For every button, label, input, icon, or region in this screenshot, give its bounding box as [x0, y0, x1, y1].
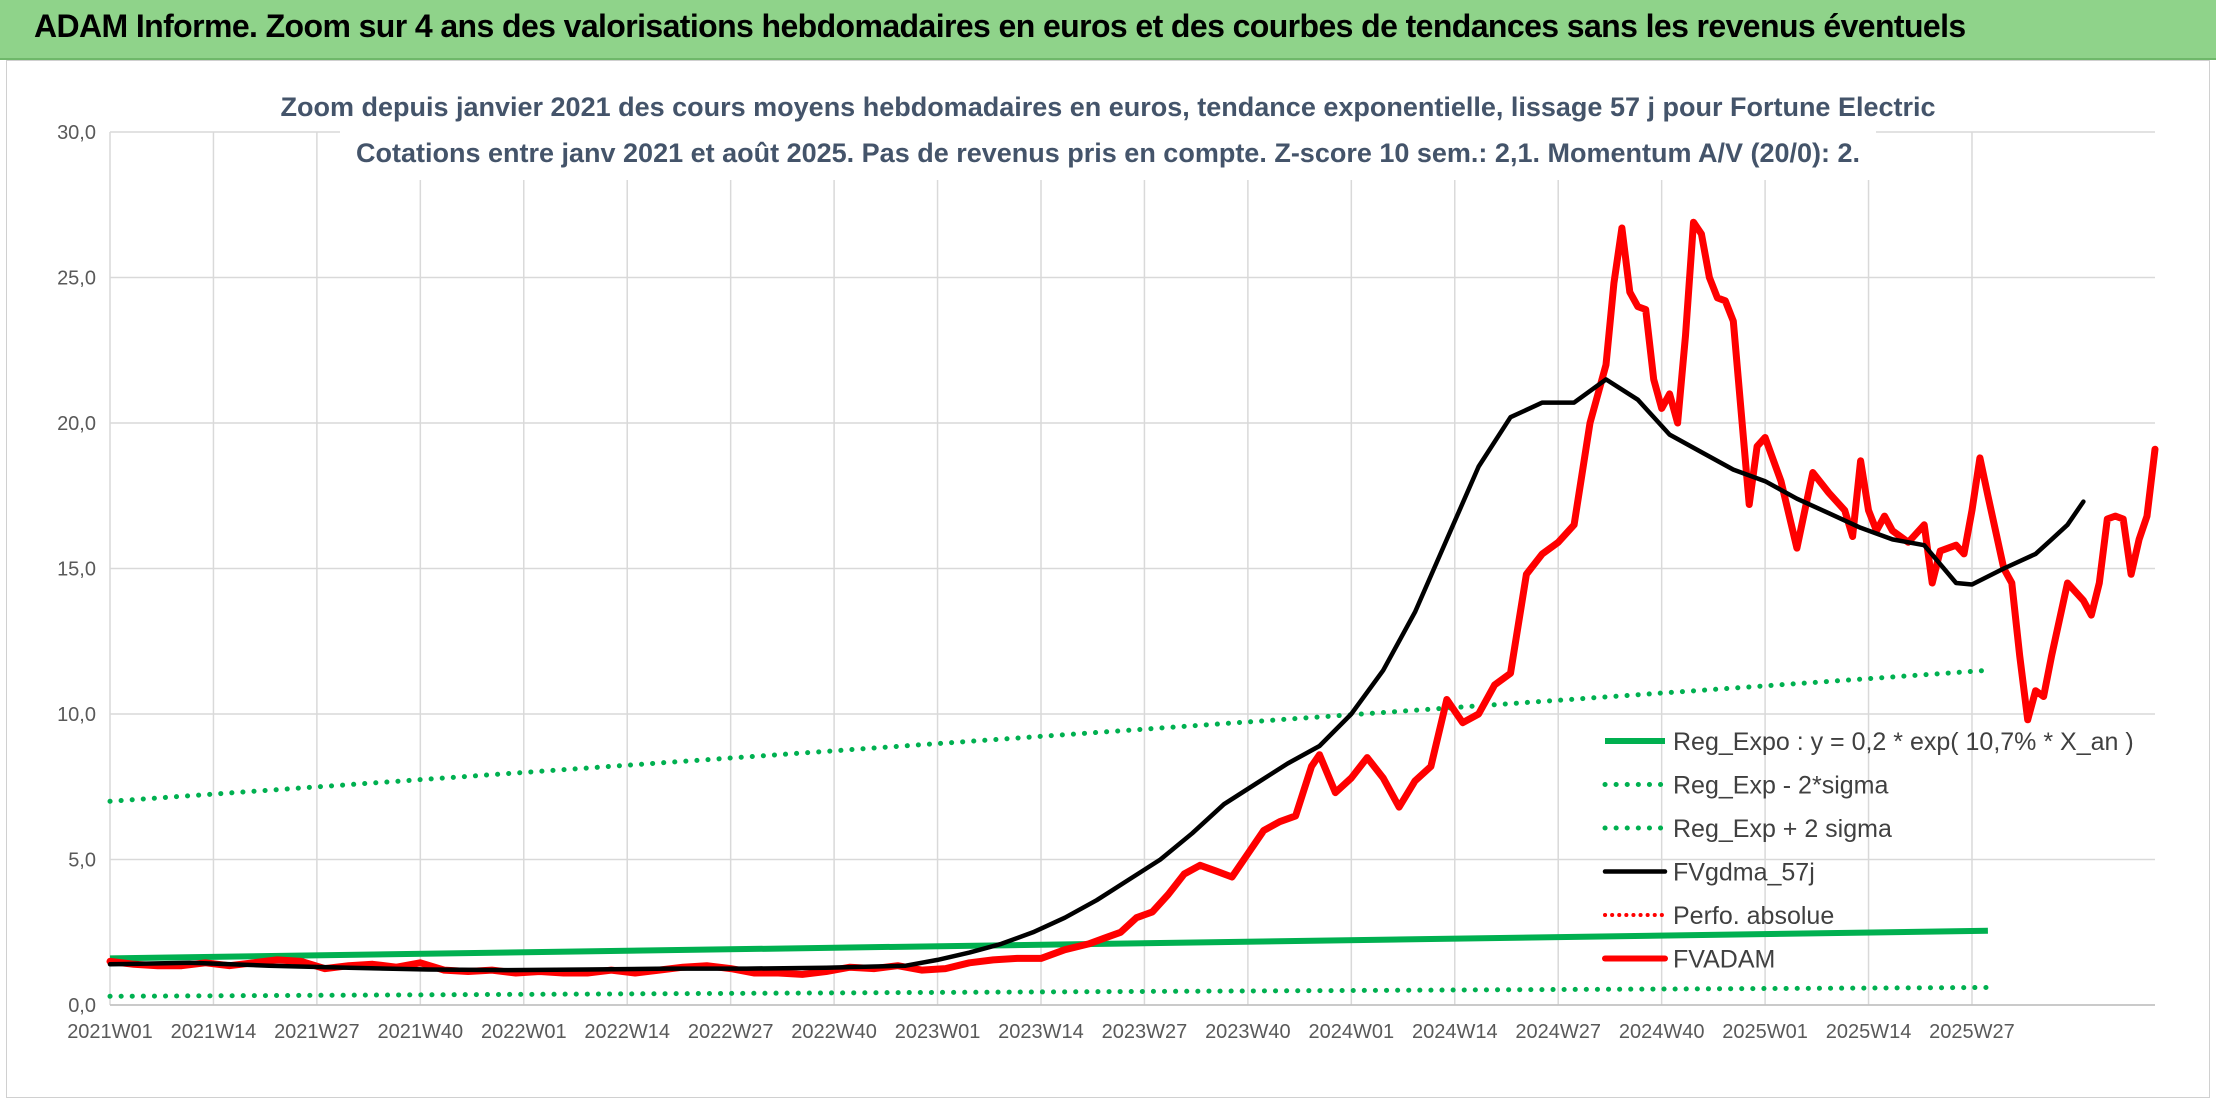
report-title: ADAM Informe. Zoom sur 4 ans des valoris…	[34, 8, 1966, 44]
y-tick-label: 25,0	[57, 268, 96, 290]
legend: Reg_Expo : y = 0,2 * exp( 10,7% * X_an )…	[1602, 728, 2134, 974]
legend-label: FVADAM	[1673, 946, 1775, 974]
legend-label: Reg_Exp + 2 sigma	[1673, 815, 1892, 843]
report-header: ADAM Informe. Zoom sur 4 ans des valoris…	[0, 0, 2216, 60]
chart-frame	[6, 60, 2210, 1098]
y-tick-label: 10,0	[57, 704, 96, 726]
x-tick-label: 2023W14	[998, 1021, 1084, 1043]
series-area	[106, 218, 2159, 999]
x-tick-label: 2022W14	[584, 1021, 670, 1043]
x-tick-label: 2022W27	[688, 1021, 774, 1043]
series-line-reg-exp-2-sigma	[107, 985, 1991, 999]
x-tick-label: 2021W27	[274, 1021, 360, 1043]
x-tick-label: 2024W01	[1309, 1021, 1395, 1043]
x-tick-label: 2021W14	[171, 1021, 257, 1043]
x-tick-label: 2024W14	[1412, 1021, 1498, 1043]
series-line-fvadam	[106, 218, 2159, 978]
y-tick-label: 0,0	[68, 995, 96, 1017]
x-tick-label: 2025W14	[1826, 1021, 1912, 1043]
x-tick-label: 2022W01	[481, 1021, 567, 1043]
y-axis: 0,0 5,0 10,0 15,0 20,0 25,0 30,0	[57, 122, 96, 1017]
x-tick-label: 2024W27	[1515, 1021, 1601, 1043]
y-tick-label: 5,0	[68, 850, 96, 872]
legend-label: Perfo. absolue	[1673, 902, 1834, 930]
x-tick-label: 2023W01	[895, 1021, 981, 1043]
series-line-reg-expo-y-0-2-exp-10-7-x-an	[109, 927, 1988, 962]
x-tick-label: 2022W40	[791, 1021, 877, 1043]
x-tick-label: 2021W40	[378, 1021, 464, 1043]
chart-subtitle: Cotations entre janv 2021 et août 2025. …	[356, 138, 1860, 168]
grid	[109, 131, 2155, 1006]
title-background	[340, 84, 1876, 180]
y-tick-label: 15,0	[57, 559, 96, 581]
x-tick-label: 2023W27	[1102, 1021, 1188, 1043]
legend-label: FVgdma_57j	[1673, 859, 1815, 887]
y-tick-label: 30,0	[57, 122, 96, 144]
x-axis: 2021W01 2021W14 2021W27 2021W40 2022W01 2022W…	[67, 1021, 2015, 1043]
x-tick-label: 2021W01	[67, 1021, 153, 1043]
x-tick-label: 2023W40	[1205, 1021, 1291, 1043]
chart-title: Zoom depuis janvier 2021 des cours moyen…	[280, 92, 1935, 122]
series-line-fvgdma-57j	[107, 377, 2086, 973]
y-tick-label: 20,0	[57, 413, 96, 435]
series-line-reg-exp-2-sigma	[107, 667, 1991, 804]
legend-label: Reg_Exp - 2*sigma	[1673, 772, 1888, 800]
x-tick-label: 2025W01	[1722, 1021, 1808, 1043]
legend-label: Reg_Expo : y = 0,2 * exp( 10,7% * X_an )	[1673, 728, 2134, 756]
x-tick-label: 2024W40	[1619, 1021, 1705, 1043]
x-tick-label: 2025W27	[1929, 1021, 2015, 1043]
